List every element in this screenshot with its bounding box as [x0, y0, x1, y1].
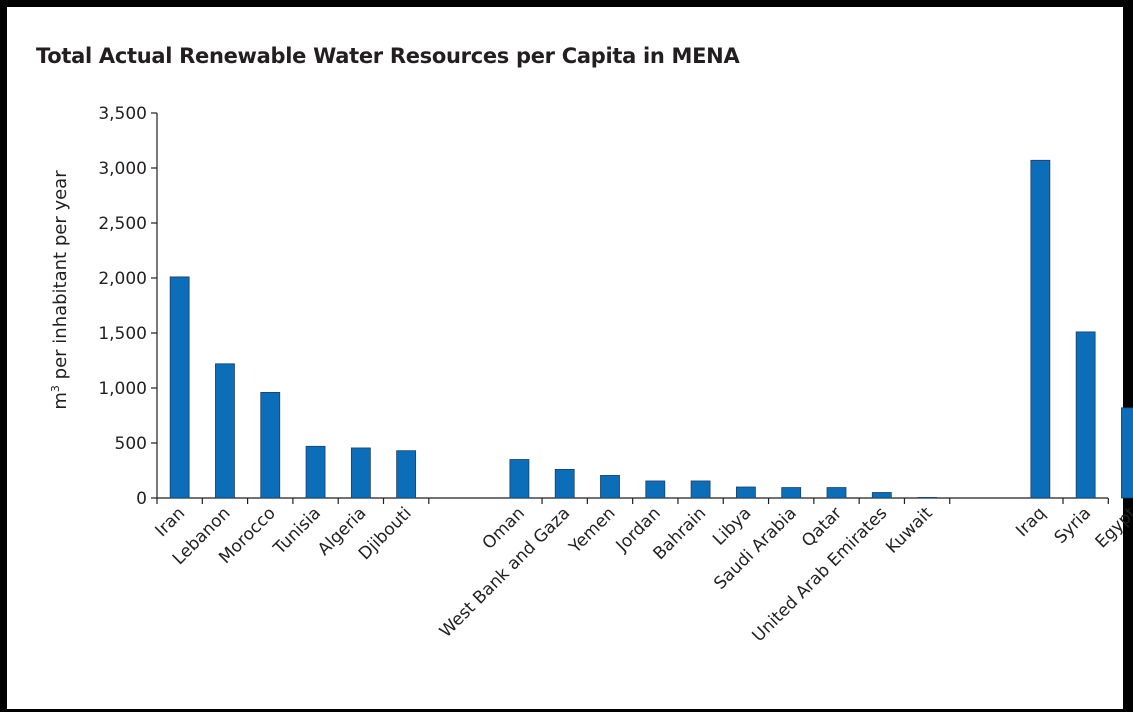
x-tick-label: Egypt — [1092, 503, 1133, 552]
bar — [826, 487, 847, 499]
bar — [554, 468, 575, 499]
bar — [396, 450, 417, 499]
y-axis-label-base: m — [50, 392, 71, 410]
bar — [509, 459, 530, 499]
bar — [1075, 331, 1096, 499]
bar — [690, 480, 711, 499]
y-tick-label: 500 — [115, 434, 147, 454]
x-tick-label: Tunisia — [269, 503, 325, 559]
bar — [600, 475, 620, 499]
y-axis-label-rest: per inhabitant per year — [50, 170, 71, 385]
y-tick-label: 2,500 — [98, 214, 147, 234]
y-tick-label: 2,000 — [98, 269, 147, 289]
x-tick-label: Yemen — [565, 503, 620, 558]
bar — [215, 363, 235, 499]
y-tick-label: 3,000 — [98, 159, 147, 179]
bar — [350, 447, 371, 499]
bar — [917, 497, 937, 499]
bar — [1030, 159, 1051, 499]
y-axis-label: m3 per inhabitant per year — [49, 170, 71, 410]
x-tick-label: Iran — [152, 503, 190, 541]
bar — [169, 276, 190, 499]
bar — [871, 492, 892, 499]
x-tick-label: Kuwait — [882, 503, 937, 558]
bar — [781, 487, 802, 499]
axes — [151, 112, 1109, 504]
y-tick-label: 3,500 — [98, 104, 147, 124]
y-axis-label-superscript: 3 — [49, 385, 62, 392]
bars — [169, 159, 1133, 499]
y-tick-labels: 0 500 1,000 1,500 2,000 2,500 3,000 3,500 — [98, 104, 147, 509]
chart-title: Total Actual Renewable Water Resources p… — [36, 44, 740, 68]
bar — [260, 391, 281, 499]
y-tick-label: 1,000 — [98, 379, 147, 399]
x-tick-label: Iraq — [1012, 503, 1050, 541]
x-tick-label: Syria — [1051, 503, 1096, 548]
bar — [736, 486, 756, 499]
bar — [1121, 407, 1133, 499]
bar — [305, 445, 326, 499]
x-tick-labels: IranLebanonMoroccoTunisiaAlgeriaDjibouti… — [152, 503, 1133, 646]
bar — [645, 480, 666, 499]
y-tick-label: 1,500 — [98, 324, 147, 344]
y-tick-label: 0 — [136, 489, 147, 509]
